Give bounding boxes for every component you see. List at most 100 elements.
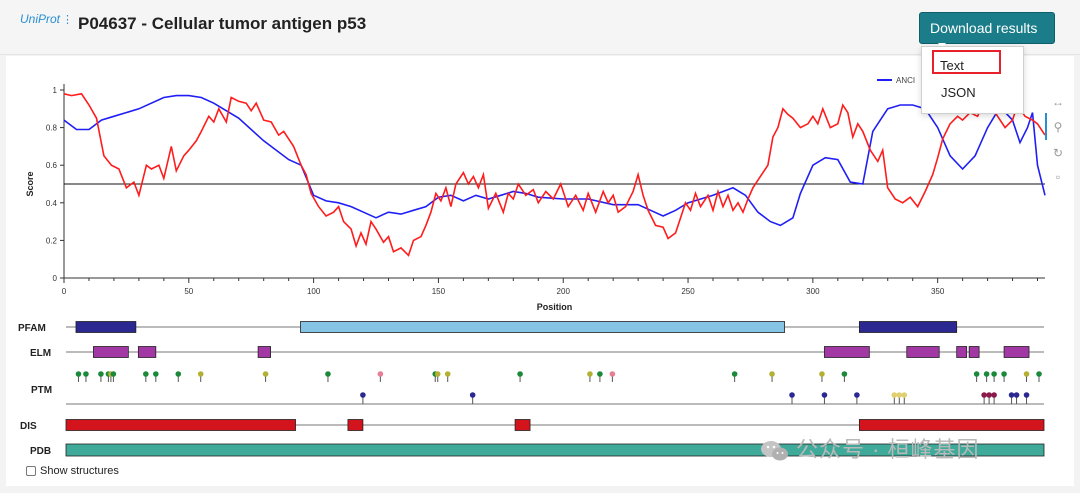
page-title: P04637 - Cellular tumor antigen p53 [78, 14, 367, 33]
ptm-site-marker [901, 392, 908, 398]
ptm-site-marker [819, 371, 825, 377]
show-structures-checkbox[interactable] [26, 466, 36, 477]
save-icon[interactable]: ▫ [1056, 170, 1060, 184]
legend-label: ANCI [896, 76, 915, 85]
ptm-site-marker [360, 392, 366, 398]
ptm-site-marker [83, 371, 89, 377]
ptm-site-marker [469, 392, 476, 398]
track-feature-dis [514, 419, 531, 431]
track-feature-pfam [858, 321, 958, 333]
ptm-site-marker [986, 392, 992, 398]
ptm-site-marker [153, 371, 159, 377]
ptm-site-marker [325, 371, 331, 377]
track-feature-pfam [300, 321, 785, 333]
x-tick-label: 250 [681, 287, 695, 296]
x-tick-label: 300 [806, 287, 820, 296]
ptm-site-marker [731, 371, 738, 377]
series-line-red [63, 92, 1046, 257]
show-structures-label: Show structures [40, 465, 119, 477]
y-tick-label: 0.2 [46, 236, 58, 245]
ptm-site-marker [1013, 392, 1020, 398]
track-feature-elm [137, 346, 157, 358]
y-tick-label: 1 [53, 86, 58, 95]
ptm-site-marker [98, 371, 104, 377]
track-feature-elm [956, 346, 968, 358]
chart-legend: ANCI [877, 76, 915, 85]
ptm-site-marker [1008, 392, 1015, 398]
ptm-site-marker [821, 392, 828, 398]
x-tick-label: 200 [557, 287, 571, 296]
track-label-pfam: PFAM [18, 323, 46, 334]
menu-item-text[interactable]: Text [940, 58, 964, 73]
menu-item-json[interactable]: JSON [941, 85, 976, 100]
track-label-elm: ELM [30, 348, 51, 359]
ptm-site-marker [841, 371, 848, 377]
ptm-site-marker [991, 392, 997, 398]
ptm-site-marker [609, 371, 616, 377]
ptm-site-marker [1023, 392, 1030, 398]
ptm-site-marker [597, 371, 603, 377]
track-feature-dis [858, 419, 1045, 431]
ptm-site-marker [110, 371, 117, 377]
ptm-site-marker [1001, 371, 1007, 377]
series-line-anci [63, 94, 1046, 227]
download-results-label: Download results [930, 20, 1038, 36]
track-feature-elm [93, 346, 129, 358]
ptm-site-marker [854, 392, 860, 398]
y-axis-label: Score [25, 171, 35, 196]
ptm-site-marker [896, 392, 903, 398]
ptm-site-marker [75, 371, 82, 377]
main-panel [6, 56, 1074, 486]
ptm-site-marker [769, 371, 775, 377]
wechat-icon [761, 441, 788, 461]
ptm-site-marker [175, 371, 182, 377]
ptm-site-marker [983, 371, 990, 377]
y-tick-label: 0.4 [46, 199, 58, 208]
x-tick-label: 50 [184, 287, 193, 296]
track-feature-dis [65, 419, 296, 431]
ptm-site-marker [891, 392, 898, 398]
track-feature-pfam [75, 321, 137, 333]
ptm-site-marker [377, 371, 384, 377]
ptm-site-marker [587, 371, 593, 377]
download-results-button[interactable]: Download results [919, 12, 1055, 48]
x-tick-label: 100 [307, 287, 321, 296]
ptm-site-marker [197, 371, 204, 377]
uniprot-logo[interactable]: UniProt ⋮ [20, 12, 74, 26]
show-structures-toggle[interactable]: Show structures [26, 465, 119, 477]
ptm-site-marker [517, 371, 523, 377]
ptm-site-marker [973, 371, 980, 377]
track-feature-dis [347, 419, 364, 431]
y-tick-label: 0 [53, 274, 58, 283]
caret-down-icon [938, 42, 946, 48]
highlight-box [932, 50, 1001, 74]
y-tick-label: 0.8 [46, 124, 58, 133]
track-label-dis: DIS [20, 421, 37, 432]
pan-icon[interactable]: ↔ [1052, 95, 1064, 109]
ptm-site-marker [262, 371, 269, 377]
watermark: 公众号 · 桓峰基因 [760, 432, 980, 464]
track-label-pdb: PDB [30, 446, 51, 457]
track-feature-elm [824, 346, 870, 358]
ptm-site-marker [1023, 371, 1030, 377]
reset-icon[interactable]: ↻ [1053, 146, 1063, 160]
x-tick-label: 350 [931, 287, 945, 296]
y-tick-label: 0.6 [46, 161, 58, 170]
download-menu: Text JSON [921, 46, 1024, 114]
x-tick-label: 0 [62, 287, 67, 296]
ptm-site-marker [444, 371, 451, 377]
ptm-site-marker [434, 371, 441, 377]
track-feature-pdb [65, 443, 1045, 457]
track-label-ptm: PTM [31, 385, 52, 396]
ptm-site-marker [789, 392, 795, 398]
watermark-text: 公众号 · 桓峰基因 [796, 437, 980, 462]
track-feature-elm [906, 346, 940, 358]
ptm-site-marker [981, 392, 987, 398]
track-feature-elm [1003, 346, 1030, 358]
track-feature-elm [968, 346, 980, 358]
ptm-site-marker [991, 371, 997, 377]
header-bar: UniProt ⋮ P04637 - Cellular tumor antigen… [0, 0, 1080, 55]
x-tick-label: 150 [432, 287, 446, 296]
zoom-icon[interactable]: ⚲ [1054, 120, 1063, 134]
